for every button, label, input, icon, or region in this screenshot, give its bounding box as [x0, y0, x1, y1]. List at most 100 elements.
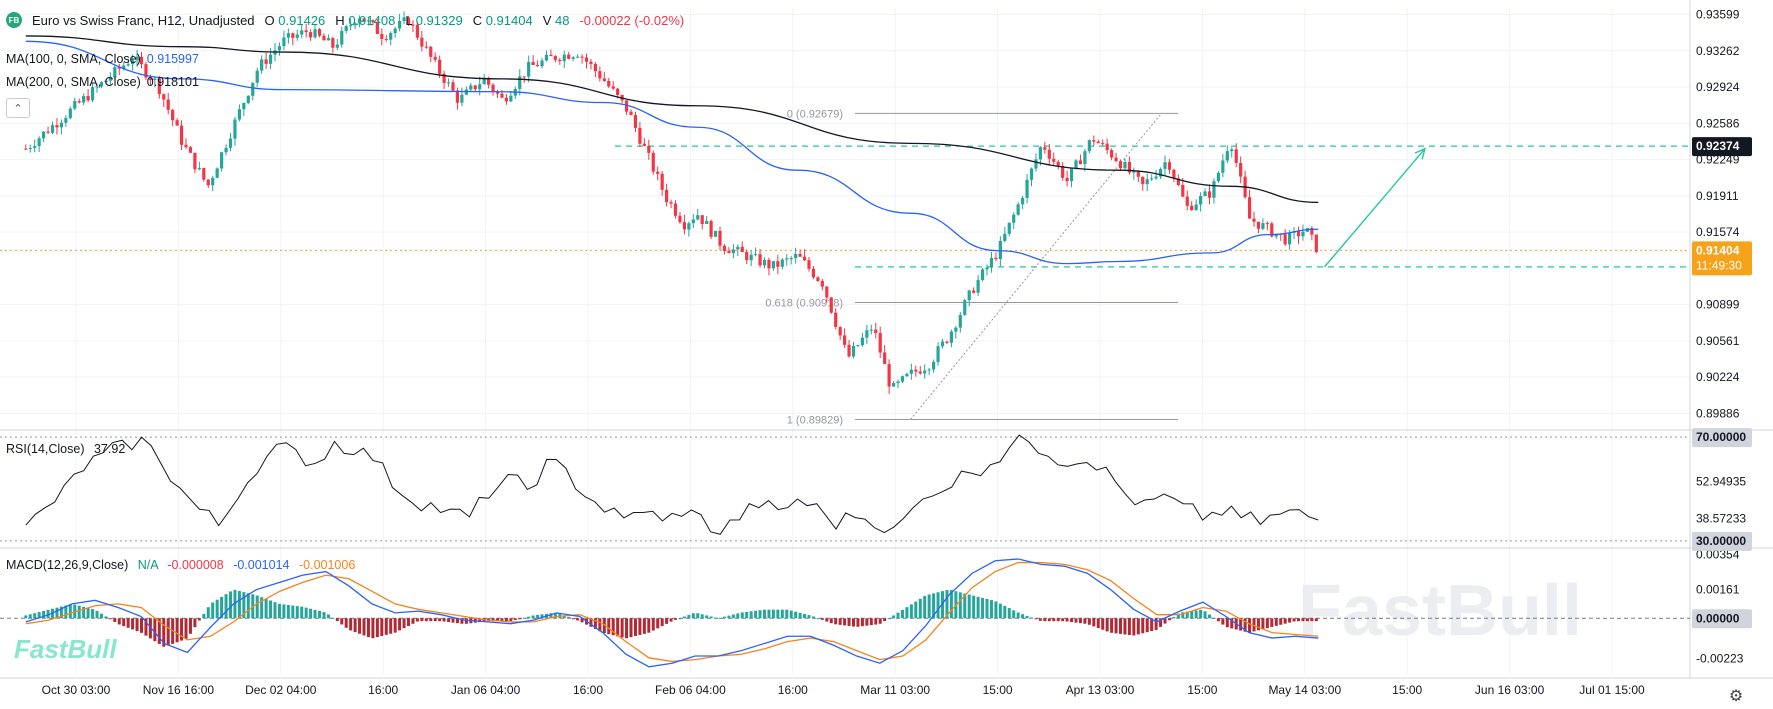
macd-histogram-bar	[59, 606, 63, 619]
candle-body	[589, 61, 593, 64]
macd-histogram-bar	[322, 612, 326, 619]
macd-histogram-bar	[981, 597, 985, 619]
macd-histogram-bar	[687, 614, 691, 619]
macd-histogram-bar	[1025, 615, 1029, 619]
low-value: 0.91329	[415, 12, 463, 28]
macd-histogram-bar	[941, 591, 945, 619]
macd-histogram-bar	[415, 618, 419, 622]
candle-body	[736, 246, 740, 250]
macd-histogram-bar	[834, 618, 838, 625]
candle-body	[696, 215, 700, 220]
candle-body	[59, 122, 64, 128]
time-axis-tick-label: 15:00	[983, 683, 1013, 697]
macd-histogram-bar	[1021, 614, 1025, 619]
macd-histogram-bar	[1119, 618, 1123, 634]
candle-body	[798, 253, 802, 257]
macd-histogram-bar	[789, 610, 793, 619]
macd-histogram-bar	[255, 595, 259, 619]
macd-histogram-bar	[798, 612, 802, 619]
candle-body	[860, 337, 865, 346]
candle-body	[393, 28, 397, 34]
macd-axis-tick-label: 0.00354	[1696, 548, 1740, 562]
macd-histogram-bar	[794, 611, 798, 619]
macd-axis-tick-label: 0.00161	[1696, 582, 1740, 596]
macd-histogram-bar	[972, 595, 976, 619]
macd-legend[interactable]: MACD(12,26,9,Close) N/A -0.000008 -0.001…	[6, 558, 355, 572]
candle-body	[976, 280, 980, 293]
macd-histogram-bar	[246, 593, 250, 619]
candle-body	[1234, 149, 1238, 163]
candle-body	[1270, 223, 1274, 237]
rsi-line	[25, 434, 1319, 535]
candle-body	[487, 77, 491, 85]
candle-body	[224, 147, 228, 153]
macd-histogram-bar	[1301, 618, 1305, 622]
macd-axis-tick-label: -0.00223	[1696, 651, 1744, 665]
macd-histogram-bar	[402, 618, 406, 629]
macd-histogram-bar	[998, 603, 1002, 619]
fib-level-label: 0.618 (0.90918)	[765, 298, 843, 310]
macd-histogram-bar	[1305, 618, 1309, 622]
candle-body	[371, 20, 375, 23]
candle-body	[731, 249, 735, 254]
macd-histogram-bar	[994, 601, 998, 619]
collapse-legend-button[interactable]: ⌃	[6, 98, 30, 118]
candle-body	[1092, 140, 1096, 142]
time-axis-tick-label: Apr 13 03:00	[1066, 683, 1135, 697]
settings-gear-icon[interactable]: ⚙	[1728, 688, 1744, 705]
candle-body	[42, 131, 46, 139]
candle-body	[255, 70, 259, 83]
candle-body	[1105, 143, 1109, 151]
candle-body	[406, 17, 411, 25]
fastbull-watermark: FastBull	[1298, 571, 1582, 651]
macd-histogram-bar	[803, 613, 807, 619]
macd-histogram-bar	[1176, 613, 1180, 619]
macd-histogram-bar	[1163, 618, 1167, 624]
macd-histogram-bar	[362, 618, 366, 636]
candle-body	[829, 297, 833, 313]
macd-histogram-bar	[291, 605, 295, 619]
candle-body	[1252, 218, 1256, 222]
candle-body	[326, 38, 331, 41]
macd-histogram-bar	[562, 615, 566, 619]
macd-histogram-bar	[918, 598, 922, 619]
macd-histogram-bar	[780, 609, 784, 619]
candle-body	[834, 312, 838, 327]
rsi-legend[interactable]: RSI(14,Close) 37.92	[6, 442, 125, 456]
candle-body	[126, 64, 130, 66]
candle-body	[682, 222, 687, 230]
candle-body	[1101, 143, 1105, 145]
macd-histogram-bar	[718, 617, 722, 619]
macd-histogram-bar	[424, 618, 428, 622]
candle-body	[179, 125, 184, 145]
candle-body	[442, 73, 446, 83]
candle-body	[104, 80, 108, 83]
candle-body	[184, 144, 188, 148]
macd-histogram-bar	[1150, 618, 1154, 632]
macd-histogram-bar	[1181, 612, 1185, 619]
candle-body	[691, 219, 695, 224]
candle-body	[949, 331, 954, 343]
symbol-legend[interactable]: FB Euro vs Swiss Franc, H12, Unadjusted …	[6, 12, 684, 28]
candle-body	[785, 258, 789, 260]
candle-body	[1216, 172, 1221, 182]
candle-body	[527, 61, 531, 77]
macd-histogram-bar	[464, 618, 468, 624]
price-axis-tick-label: 0.93262	[1696, 44, 1740, 58]
high-label: H	[335, 12, 345, 28]
macd-histogram-bar	[749, 611, 753, 619]
candle-body	[540, 60, 544, 67]
candle-body	[429, 46, 433, 57]
candle-body	[740, 246, 744, 253]
macd-histogram-bar	[429, 618, 433, 622]
ma200-legend[interactable]: MA(200, 0, SMA, Close) 0.918101	[6, 75, 199, 89]
macd-histogram-bar	[55, 607, 59, 619]
candle-body	[193, 152, 197, 170]
candle-body	[228, 138, 233, 148]
time-axis-tick-label: May 14 03:00	[1268, 683, 1341, 697]
ma100-legend[interactable]: MA(100, 0, SMA, Close) 0.915997	[6, 52, 199, 66]
macd-histogram-bar	[95, 610, 99, 619]
candle-body	[1150, 178, 1154, 180]
symbol-title[interactable]: Euro vs Swiss Franc, H12, Unadjusted	[32, 12, 255, 28]
